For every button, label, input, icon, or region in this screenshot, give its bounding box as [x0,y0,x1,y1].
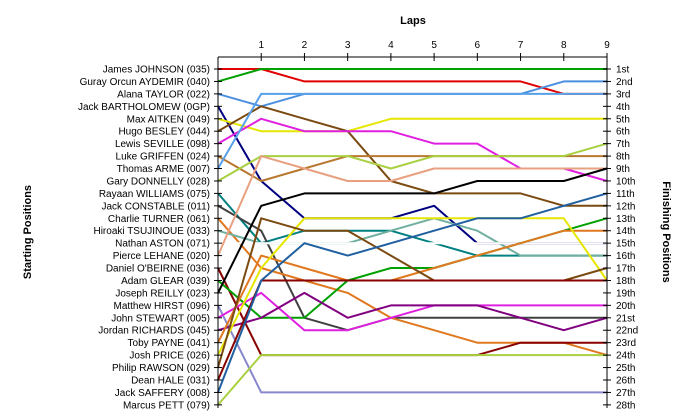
starting-position-label: Nathan ASTON (071) [115,239,210,250]
finishing-position-label: 25th [616,363,635,374]
lap-tick-label: 9 [604,40,610,51]
series-line-7 [217,117,608,182]
series-line-24 [217,217,608,356]
starting-position-label: Max AITKEN (049) [127,114,210,125]
starting-position-label: Jack CONSTABLE (011) [101,201,210,212]
finishing-position-label: 4th [616,102,630,113]
lap-tick-label: 7 [518,40,524,51]
series-line-2 [217,68,607,83]
finishing-position-label: 11th [616,189,635,200]
series-line-19 [217,167,608,294]
starting-position-label: Jack SAFFERY (008) [115,388,210,399]
starting-position-label: Pierce LEHANE (020) [113,251,210,262]
lap-tick-label: 5 [431,40,437,51]
starting-position-label: James JOHNSON (035) [103,65,210,76]
starting-position-label: Jack BARTHOLOMEW (0GP) [78,102,210,113]
starting-position-label: Philip RAWSON (029) [112,363,210,374]
finishing-position-label: 26th [616,376,635,387]
series-lines [217,68,608,406]
series-line-21 [217,291,607,332]
lap-tick-label: 6 [475,40,481,51]
starting-position-label: Marcus PETT (079) [123,400,210,411]
starting-position-label: Jordan RICHARDS (045) [98,326,210,337]
lap-tick-label: 4 [388,40,394,51]
starting-position-label: Daniel O'BEIRNE (036) [106,264,210,275]
lap-tick-label: 1 [258,40,264,51]
series-line-26 [217,279,607,381]
left-axis-title: Starting Positions [22,185,34,279]
series-line-28 [217,354,607,406]
finishing-position-label: 12th [616,201,635,212]
finishing-position-label: 22nd [616,326,638,337]
series-line-10 [217,142,608,182]
series-line-25 [217,217,608,368]
starting-position-label: Gary DONNELLY (028) [106,176,210,187]
starting-position-label: Alana TAYLOR (022) [117,89,210,100]
finishing-position-label: 17th [616,264,635,275]
starting-position-label: Hugo BESLEY (044) [118,127,210,138]
axes [214,53,611,408]
finishing-position-label: 10th [616,176,635,187]
starting-position-label: Guray Orcun AYDEMIR (040) [80,77,210,88]
x-axis-title: Laps [400,15,426,27]
series-line-27 [217,192,608,393]
lap-tick-label: 2 [302,40,308,51]
series-line-20 [217,304,607,394]
series-line-6 [217,105,607,207]
finishing-position-label: 16th [616,251,635,262]
finishing-position-label: 8th [616,152,630,163]
finishing-position-label: 6th [616,127,630,138]
finishing-position-label: 18th [616,276,635,287]
series-line-22 [217,291,608,332]
series-line-16 [217,155,607,256]
starting-position-label: Lewis SEVILLE (098) [115,139,210,150]
finishing-position-label: 1st [616,65,630,76]
starting-position-label: Luke GRIFFEN (024) [116,152,210,163]
finishing-position-label: 5th [616,114,630,125]
finishing-position-label: 20th [616,301,635,312]
starting-position-label: Charlie TURNER (061) [108,214,210,225]
lap-tick-label: 8 [561,40,567,51]
starting-position-label: Dean HALE (031) [131,376,210,387]
finishing-position-label: 9th [616,164,630,175]
series-line-1 [218,68,607,95]
finishing-position-label: 15th [616,239,635,250]
lap-tick-label: 3 [345,40,351,51]
finishing-position-label: 14th [616,226,635,237]
finishing-position-label: 21st [616,313,635,324]
axis-labels: 1 2 3 4 5 6 7 8 9 James JOHNSON (035)Guray Orcun … [78,40,638,411]
finishing-position-label: 19th [616,288,635,299]
starting-position-label: Josh PRICE (026) [129,351,210,362]
right-axis-title: Finishing Positions [660,181,672,282]
finishing-position-label: 13th [616,214,635,225]
series-line-9 [217,92,607,170]
finishing-position-label: 7th [616,139,630,150]
starting-position-label: Hiroaki TSUJINOUE (033) [93,226,210,237]
starting-position-label: Adam GLEAR (039) [121,276,210,287]
finishing-position-label: 24th [616,351,635,362]
starting-position-label: Thomas ARME (007) [117,164,210,175]
starting-position-label: John STEWART (005) [111,313,210,324]
finishing-position-label: 3rd [616,89,630,100]
starting-position-label: Joseph REILLY (023) [115,288,210,299]
finishing-position-label: 27th [616,388,635,399]
starting-position-label: Matthew HIRST (096) [113,301,210,312]
finishing-position-label: 23rd [616,338,636,349]
starting-position-label: Toby PAYNE (041) [128,338,210,349]
finishing-position-label: 2nd [616,77,633,88]
finishing-position-label: 28th [616,400,635,411]
starting-position-label: Rayaan WILLIAMS (075) [99,189,210,200]
series-line-5 [217,117,607,133]
